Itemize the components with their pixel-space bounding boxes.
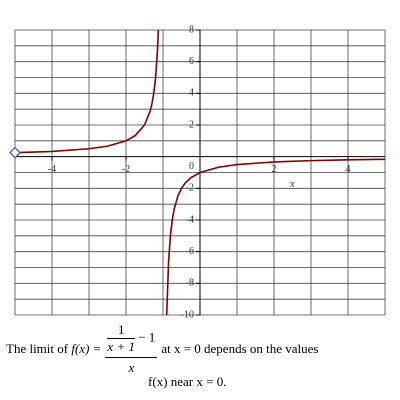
- y-tick-label: 4: [189, 88, 194, 99]
- x-tick-label: 2: [272, 164, 277, 175]
- caption-text: 1: [107, 322, 135, 339]
- caption-text: The limit of: [6, 341, 69, 356]
- caption-text: at x = 0 depends on the values: [161, 341, 319, 356]
- x-tick-label: -4: [48, 164, 56, 175]
- start-marker: [9, 146, 21, 159]
- chart: -4 -2 2 4 -10 -8 -6 -4 -2 2 4 6 8 0 x: [9, 24, 386, 318]
- y-tick-label: 2: [189, 119, 194, 130]
- caption-text: f(x) near x = 0.: [148, 374, 227, 389]
- y-tick-label: 6: [189, 56, 194, 67]
- y-tick-label: -2: [186, 183, 194, 194]
- x-tick-label: -2: [122, 164, 130, 175]
- caption-text: x + 1: [107, 339, 135, 354]
- y-tick-label: -4: [186, 214, 194, 225]
- denominator: x: [128, 360, 135, 375]
- x-axis-label: x: [289, 179, 295, 190]
- y-tick-label: -10: [181, 309, 194, 318]
- origin-label: 0: [189, 161, 194, 172]
- x-tick-label: 4: [346, 164, 351, 175]
- caption-text: f(x) =: [71, 341, 102, 356]
- caption-text: − 1: [138, 329, 156, 345]
- y-tick-label: -6: [186, 246, 194, 257]
- y-tick-label: -8: [186, 278, 194, 289]
- curve: [14, 29, 386, 316]
- y-tick-label: 8: [189, 24, 194, 35]
